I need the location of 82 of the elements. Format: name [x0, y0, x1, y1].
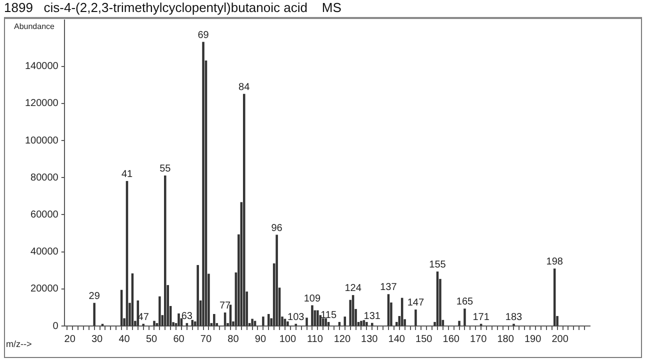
x-tick-label: 140 — [388, 334, 406, 345]
chart-title: 1899 cis-4-(2,2,3-trimethylcyclopentyl)butanoic acid MS — [4, 0, 342, 15]
annotation: 63 — [181, 311, 193, 322]
bar — [164, 175, 166, 326]
bar — [360, 320, 362, 326]
x-tick-label: 120 — [334, 334, 351, 345]
x-axis-title: m/z--> — [6, 339, 32, 349]
bar — [202, 42, 204, 326]
bar — [224, 312, 226, 326]
x-tick-label: 130 — [361, 334, 378, 345]
annotation: 77 — [219, 300, 232, 312]
y-tick-label: 20000 — [30, 284, 59, 295]
bar — [213, 314, 216, 326]
y-tick-label: 100000 — [24, 135, 59, 146]
annotation: 124 — [344, 283, 362, 294]
x-tick-label: 80 — [228, 334, 240, 345]
bar — [316, 310, 319, 326]
bar — [153, 320, 156, 326]
annotation: 84 — [238, 82, 250, 93]
bar — [458, 320, 460, 326]
bar — [262, 316, 264, 326]
annotation: 155 — [429, 260, 446, 271]
annotation: 29 — [88, 290, 100, 302]
x-tick-label: 40 — [118, 334, 130, 345]
bar — [268, 314, 270, 326]
x-tick-label: 180 — [497, 334, 514, 345]
x-tick-label: 20 — [64, 334, 76, 345]
bar — [370, 322, 374, 326]
bar — [93, 302, 96, 326]
x-tick-label: 170 — [470, 334, 488, 345]
bar — [158, 296, 161, 326]
y-tick-label: 140000 — [24, 61, 59, 72]
bar — [186, 323, 188, 326]
x-tick-label: 190 — [524, 334, 542, 345]
bar — [414, 310, 417, 326]
annotation: 96 — [271, 222, 283, 234]
bar — [387, 294, 390, 326]
annotation: 115 — [320, 310, 337, 322]
bar — [338, 322, 341, 326]
bar — [191, 320, 194, 326]
bar — [327, 322, 330, 326]
x-tick-label: 110 — [306, 334, 324, 345]
annotation: 109 — [304, 293, 321, 304]
annotation: 103 — [288, 312, 305, 323]
bar — [276, 234, 278, 326]
x-tick-label: 100 — [279, 334, 296, 345]
bar — [344, 316, 346, 326]
x-tick-label: 50 — [146, 334, 158, 345]
bar — [286, 321, 289, 326]
bar — [366, 322, 368, 326]
annotation: 183 — [505, 312, 523, 323]
x-tick-label: 150 — [416, 334, 433, 345]
y-tick-label: 80000 — [30, 172, 59, 184]
y-tick-label: 120000 — [24, 98, 59, 110]
bar — [196, 265, 199, 326]
annotation: 55 — [160, 164, 172, 175]
x-tick-label: 30 — [91, 334, 104, 345]
bar — [324, 318, 327, 326]
bar — [229, 304, 232, 326]
x-tick-label: 160 — [442, 334, 460, 345]
annotation: 198 — [546, 256, 564, 268]
annotation: 69 — [198, 30, 210, 42]
x-tick-label: 90 — [254, 334, 266, 345]
y-axis-title: Abundance — [14, 22, 54, 31]
x-tick-label: 200 — [552, 334, 569, 345]
y-tick-label: 60000 — [30, 209, 59, 220]
bar — [362, 320, 366, 326]
x-tick-label: 60 — [173, 334, 185, 345]
annotation: 131 — [364, 310, 381, 322]
annotation: 41 — [121, 169, 134, 180]
annotation: 137 — [380, 282, 398, 294]
y-tick-label: 0 — [52, 320, 59, 332]
bar — [178, 313, 180, 326]
annotation: 147 — [407, 298, 424, 309]
annotation: 165 — [456, 296, 474, 308]
bar — [311, 305, 314, 326]
y-tick-label: 40000 — [30, 246, 59, 258]
bar — [251, 318, 254, 326]
x-tick-label: 70 — [200, 334, 212, 345]
annotation: 171 — [472, 312, 490, 323]
bar — [464, 308, 466, 326]
bar — [306, 318, 308, 326]
